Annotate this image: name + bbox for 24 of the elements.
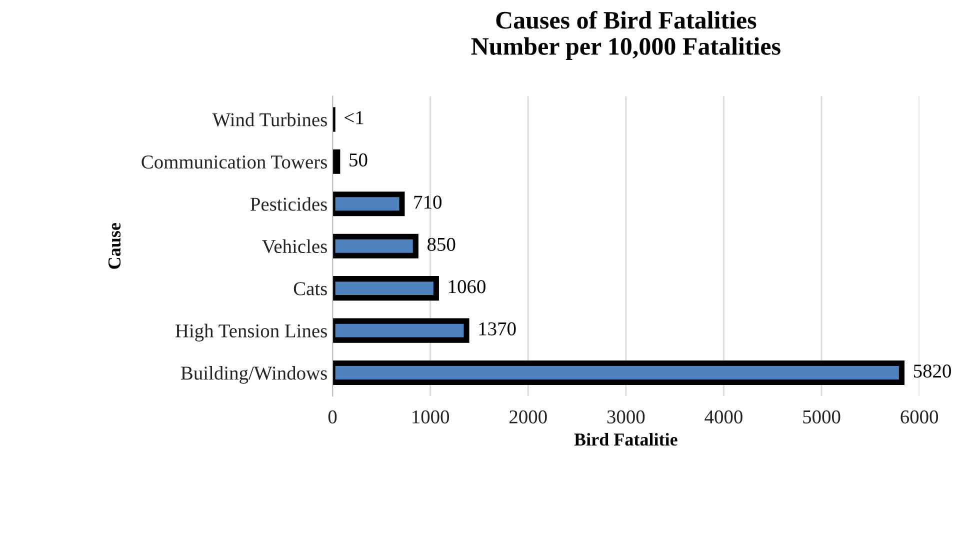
x-tick-label: 3000 (607, 410, 645, 424)
x-tick-label: 1000 (412, 410, 450, 424)
y-tick-label: Building/Windows (180, 366, 327, 384)
data-label: 50 (350, 153, 368, 167)
y-tick-label: Cats (294, 282, 327, 296)
data-label: <1 (344, 111, 364, 124)
y-tick-label: Vehicles (262, 239, 327, 254)
data-label: 850 (428, 238, 456, 251)
y-tick-label: High Tension Lines (175, 324, 327, 342)
chart-title: Causes of Bird Fatalities Number per 10,000 Fatalities (471, 10, 780, 60)
y-tick-label: Communication Towers (142, 156, 327, 169)
x-tick-label: 5000 (803, 410, 840, 424)
data-label: 710 (414, 196, 442, 209)
x-tick-label: 4000 (704, 410, 742, 424)
data-label: 5820 (914, 364, 951, 378)
data-label: 1060 (449, 280, 486, 294)
x-tick-label: 6000 (900, 410, 938, 424)
x-axis-title: Bird Fatalitie (574, 432, 678, 446)
x-tick-label: 2000 (510, 410, 547, 424)
y-tick-label: Wind Turbines (212, 112, 327, 126)
y-axis-title: Cause (108, 222, 121, 269)
y-tick-label: Pesticides (250, 197, 327, 211)
x-tick-label: 0 (328, 410, 337, 424)
data-label: 1370 (479, 322, 516, 336)
